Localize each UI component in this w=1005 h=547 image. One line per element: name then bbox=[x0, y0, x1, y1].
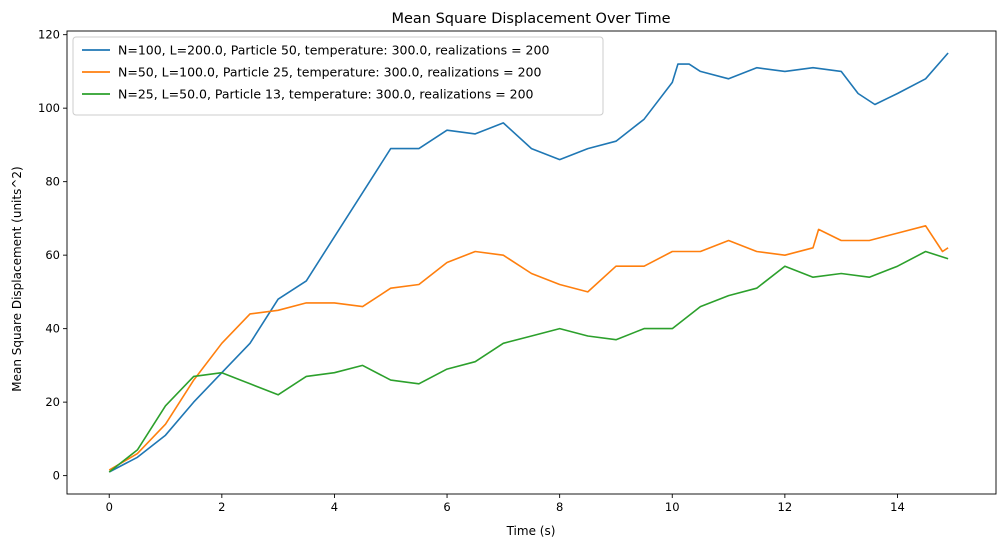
x-tick-label: 8 bbox=[556, 500, 563, 514]
x-tick-label: 4 bbox=[331, 500, 338, 514]
series-line-1 bbox=[108, 52, 949, 473]
series-line-3 bbox=[108, 250, 949, 473]
series-line-2 bbox=[108, 225, 949, 471]
y-tick-label: 60 bbox=[45, 248, 60, 262]
x-axis-label: Time (s) bbox=[506, 524, 556, 538]
y-axis-label: Mean Square Displacement (units^2) bbox=[10, 166, 24, 391]
x-tick-label: 0 bbox=[106, 500, 113, 514]
x-tick-label: 2 bbox=[218, 500, 225, 514]
chart-title: Mean Square Displacement Over Time bbox=[391, 11, 670, 27]
y-tick-label: 100 bbox=[38, 101, 60, 115]
y-tick-label: 80 bbox=[45, 175, 60, 189]
x-tick-label: 14 bbox=[890, 500, 905, 514]
plot-area: 0 2 4 6 8 10 12 14 0 20 40 60 80 100 120 bbox=[38, 28, 997, 514]
y-tick-label: 40 bbox=[45, 322, 60, 336]
x-tick-label: 12 bbox=[778, 500, 793, 514]
y-tick-label: 20 bbox=[45, 395, 60, 409]
legend-label-1: N=100, L=200.0, Particle 50, temperature… bbox=[118, 43, 549, 58]
axes-frame bbox=[66, 30, 997, 495]
x-tick-label: 10 bbox=[665, 500, 680, 514]
y-tick-label: 120 bbox=[38, 28, 60, 42]
legend-label-2: N=50, L=100.0, Particle 25, temperature:… bbox=[118, 65, 542, 80]
legend-box bbox=[72, 36, 604, 116]
x-tick-label: 6 bbox=[443, 500, 450, 514]
y-tick-label: 0 bbox=[53, 469, 60, 483]
legend: N=100, L=200.0, Particle 50, temperature… bbox=[72, 36, 604, 116]
legend-label-3: N=25, L=50.0, Particle 13, temperature: … bbox=[118, 87, 534, 102]
